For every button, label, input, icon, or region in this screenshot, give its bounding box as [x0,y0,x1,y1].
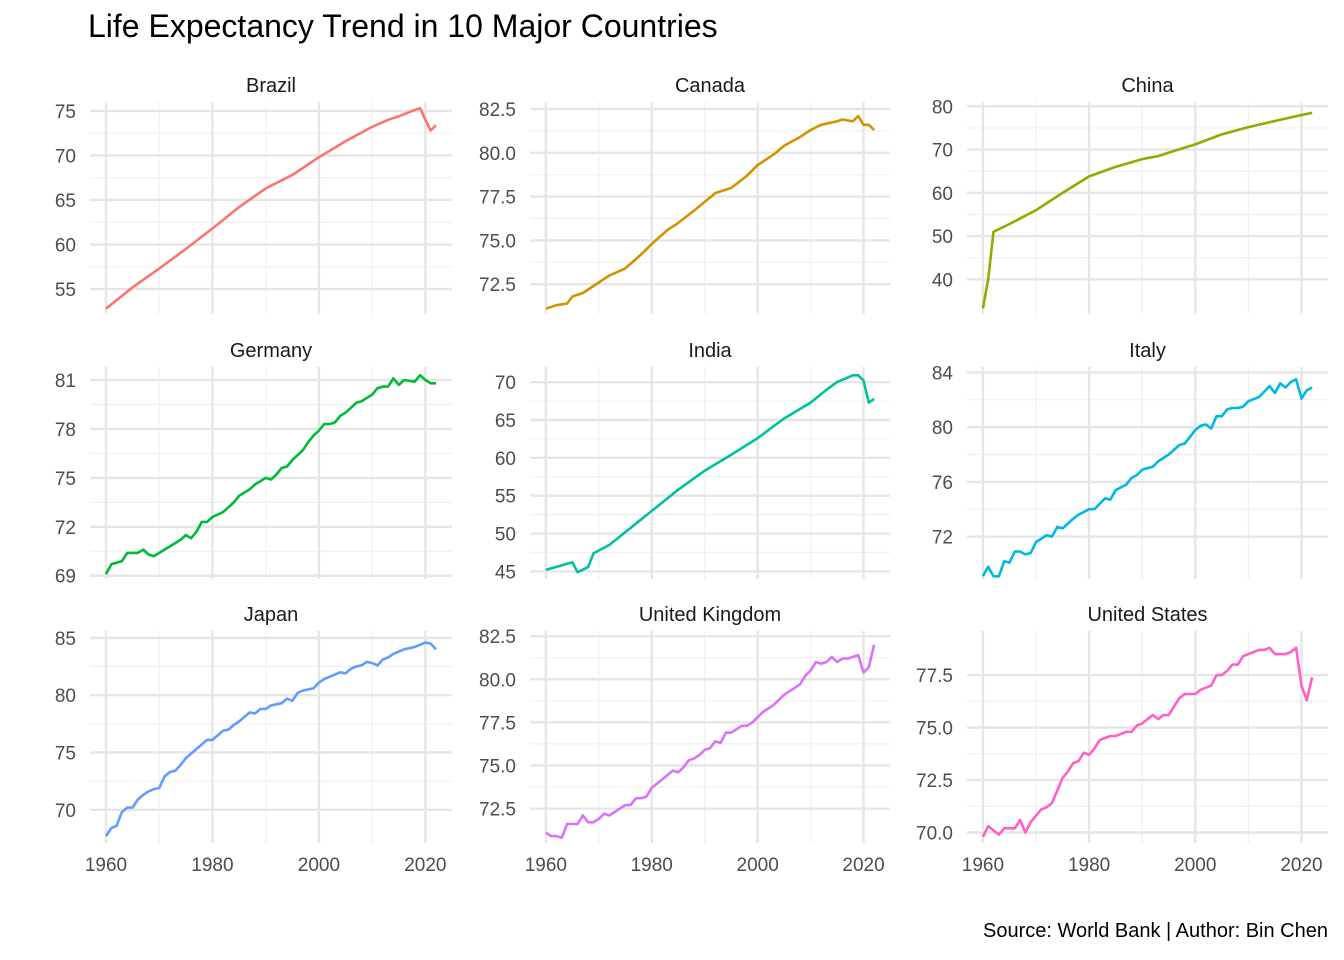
y-tick-label: 72.5 [479,800,516,821]
y-tick-label: 70 [55,146,76,167]
x-tick-label: 2020 [1280,855,1322,876]
y-tick-label: 72.5 [916,771,953,792]
panel-title: China [1121,75,1174,97]
y-tick-label: 65 [55,191,76,212]
series-line-canada [545,114,876,310]
y-tick-label: 75.0 [479,756,516,777]
y-tick-label: 45 [495,562,516,583]
panel-title: United States [1087,604,1207,626]
panel-india: India 45 50 55 60 65 70 [495,340,890,583]
y-tick-label: 70 [495,373,516,394]
panel-canada: Canada 72.5 75.0 77.5 80.0 82.5 [479,75,890,314]
x-tick-label: 1960 [85,855,127,876]
chart-caption: Source: World Bank | Author: Bin Chen [982,920,1328,942]
panel-title: Germany [230,340,312,362]
panel-title: Brazil [246,75,296,97]
panel-title: Japan [244,604,299,626]
y-tick-label: 70 [932,141,953,162]
series-line-china [981,111,1313,309]
y-tick-label: 50 [932,227,953,248]
x-tick-label: 2020 [404,855,446,876]
y-tick-label: 75.0 [479,231,516,252]
y-tick-label: 80 [932,97,953,118]
y-tick-label: 80.0 [479,670,516,691]
y-tick-label: 77.5 [479,188,516,209]
y-tick-label: 40 [932,270,953,291]
series-line-brazil [105,106,437,310]
x-tick-label: 2000 [1174,855,1216,876]
y-tick-label: 60 [495,449,516,470]
y-tick-label: 72.5 [479,275,516,296]
y-tick-label: 82.5 [479,627,516,648]
y-tick-label: 75 [55,102,76,123]
series-line-united-states [981,646,1314,838]
y-tick-label: 70.0 [916,824,953,845]
y-tick-label: 78 [55,420,76,441]
y-tick-label: 55 [495,487,516,508]
panel-united-states: United States 70.0 72.5 75.0 77.5 1960 1980 200… [916,604,1328,876]
panel-germany: Germany 69 72 75 78 81 [55,340,452,588]
chart-title: Life Expectancy Trend in 10 Major Countr… [88,8,718,44]
series-line-india [545,374,875,574]
panel-title: Canada [675,75,746,97]
y-tick-label: 81 [55,371,76,392]
series-line-united-kingdom [545,644,876,840]
x-tick-label: 1960 [525,855,567,876]
panel-japan: Japan 70 75 80 85 1960 1980 2000 2020 [55,604,452,876]
y-tick-label: 75 [55,469,76,490]
panel-title: United Kingdom [639,604,781,626]
x-tick-label: 1960 [962,855,1004,876]
y-tick-label: 72 [55,518,76,539]
y-tick-label: 80.0 [479,144,516,165]
y-tick-label: 55 [55,280,76,301]
y-tick-label: 77.5 [916,666,953,687]
y-tick-label: 80 [55,686,76,707]
series-line-italy [981,378,1313,578]
panel-title: India [688,340,732,362]
x-tick-label: 2000 [737,855,779,876]
y-tick-label: 72 [932,528,953,549]
y-tick-label: 75 [55,743,76,764]
panel-united-kingdom: United Kingdom 72.5 75.0 77.5 80.0 82.5 1960 19… [479,604,890,876]
y-tick-label: 65 [495,411,516,432]
panel-title: Italy [1129,340,1166,362]
y-tick-label: 82.5 [479,100,516,121]
x-tick-label: 1980 [1068,855,1110,876]
series-line-japan [104,641,437,837]
y-tick-label: 70 [55,801,76,822]
y-tick-label: 84 [932,363,954,384]
panel-china: China 40 50 60 70 80 [932,75,1328,314]
panel-italy: Italy 72 76 80 84 [932,340,1328,579]
x-tick-label: 2000 [298,855,340,876]
y-tick-label: 77.5 [479,713,516,734]
y-tick-label: 60 [55,236,76,257]
y-tick-label: 80 [932,418,953,439]
y-tick-label: 85 [55,629,76,650]
y-tick-label: 69 [55,567,76,588]
x-tick-label: 1980 [631,855,673,876]
panel-brazil: Brazil 55 60 65 70 75 [55,75,452,314]
y-tick-label: 50 [495,525,516,546]
series-line-germany [104,373,436,575]
y-tick-label: 60 [932,184,953,205]
x-tick-label: 1980 [191,855,233,876]
y-tick-label: 75.0 [916,719,953,740]
y-tick-label: 76 [932,473,953,494]
x-tick-label: 2020 [842,855,884,876]
